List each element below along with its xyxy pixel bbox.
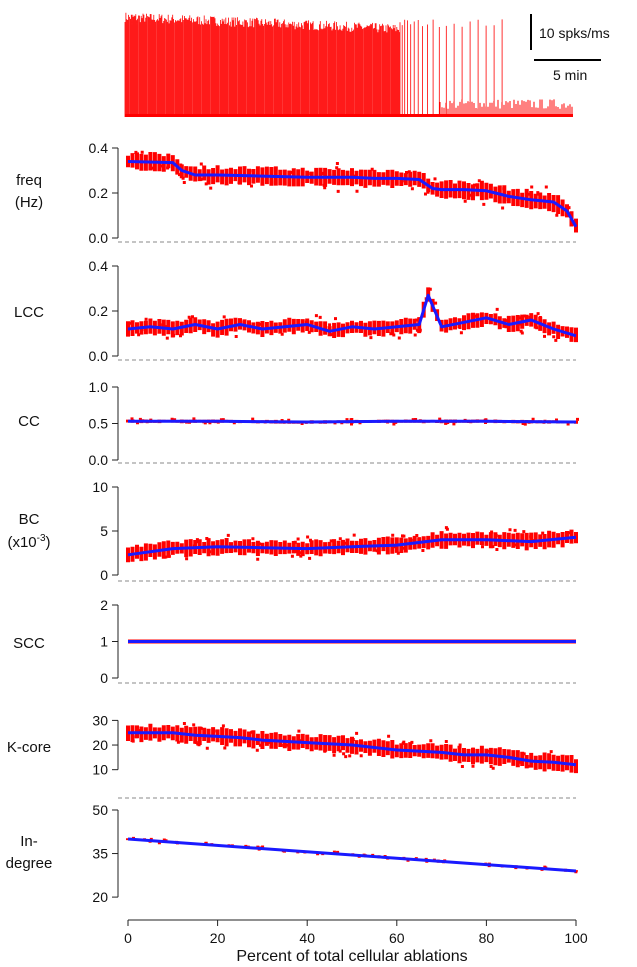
y-tick-label: 50 [92, 802, 108, 818]
panels: 0.0 0.2 0.4 freq (Hz) 0.0 0.2 0.4 LCC 0.0 0.5 1.0 CC… [6, 140, 588, 965]
y-tick-label: 35 [92, 846, 108, 862]
panel-scc: 0 1 2 SCC [13, 597, 576, 686]
y-tick-label: 20 [92, 889, 108, 905]
raster-baseline-activity [439, 99, 573, 117]
y-axis-label: (Hz) [15, 194, 43, 211]
y-tick-label: 0.5 [89, 416, 109, 432]
scale-bar-vertical-label: 10 spks/ms [539, 25, 610, 41]
y-tick-label: 1.0 [89, 379, 109, 395]
raster-floor [125, 114, 573, 117]
raster-spikes [124, 12, 503, 117]
y-tick-label: 5 [100, 523, 108, 539]
y-tick-label: 0.0 [89, 452, 109, 468]
y-axis-label: LCC [14, 304, 44, 321]
y-tick-label: 10 [92, 762, 108, 778]
y-tick-label: 20 [92, 737, 108, 753]
y-tick-label: 1 [100, 634, 108, 650]
x-axis-label: Percent of total cellular ablations [236, 948, 467, 965]
y-tick-label: 0.2 [89, 185, 109, 201]
x-tick-label: 60 [389, 930, 405, 946]
mean-line [127, 293, 577, 338]
y-tick-label: 0 [100, 567, 108, 583]
y-axis-label: SCC [13, 635, 45, 652]
y-axis-label: (x10-3) [7, 533, 50, 551]
y-tick-label: 0.4 [89, 258, 109, 274]
raw-outliers [134, 150, 578, 224]
raw-trials [126, 152, 578, 233]
y-axis-label: freq [16, 172, 42, 189]
mean-line [128, 731, 577, 767]
mean-line [128, 419, 577, 424]
raw-trials [126, 287, 578, 343]
panel-cc: 0.0 0.5 1.0 CC [18, 379, 579, 468]
mean-line [127, 535, 577, 557]
panel-in: 20 35 50 In-degree 0 20 40 60 80 100 Percent of to… [6, 802, 588, 965]
y-tick-label: 0.4 [89, 140, 109, 156]
spike-raster [124, 12, 573, 117]
y-axis-label: degree [6, 855, 53, 872]
y-tick-label: 0.2 [89, 303, 109, 319]
x-tick-label: 80 [479, 930, 495, 946]
y-axis-label: K-core [7, 739, 51, 756]
y-tick-label: 2 [100, 597, 108, 613]
scale-bar: 10 spks/ms 5 min [530, 14, 610, 83]
raw-trials [126, 723, 578, 774]
y-axis-label: BC [19, 511, 40, 528]
panel-freq: 0.0 0.2 0.4 freq (Hz) [15, 140, 578, 246]
y-tick-label: 0 [100, 670, 108, 686]
superscript: -3 [37, 533, 46, 544]
x-tick-label: 20 [210, 930, 226, 946]
mean-line [127, 160, 578, 228]
y-tick-label: 30 [92, 712, 108, 728]
panel-bc: 0 5 10 BC (x10-3) [7, 479, 578, 583]
y-tick-label: 0.0 [89, 230, 109, 246]
y-axis-label: CC [18, 413, 40, 430]
x-tick-label: 40 [299, 930, 315, 946]
panel-lcc: 0.0 0.2 0.4 LCC [14, 258, 578, 364]
x-tick-label: 0 [124, 930, 132, 946]
y-axis-label: In- [20, 833, 38, 850]
y-tick-label: 10 [92, 479, 108, 495]
y-axis-label-suffix: ) [46, 534, 51, 551]
x-tick-label: 100 [564, 930, 588, 946]
scale-bar-horizontal-label: 5 min [553, 67, 587, 83]
y-tick-label: 0.0 [89, 348, 109, 364]
mean-line [127, 837, 577, 873]
panel-kcore: 10 20 30 K-core [7, 712, 578, 799]
